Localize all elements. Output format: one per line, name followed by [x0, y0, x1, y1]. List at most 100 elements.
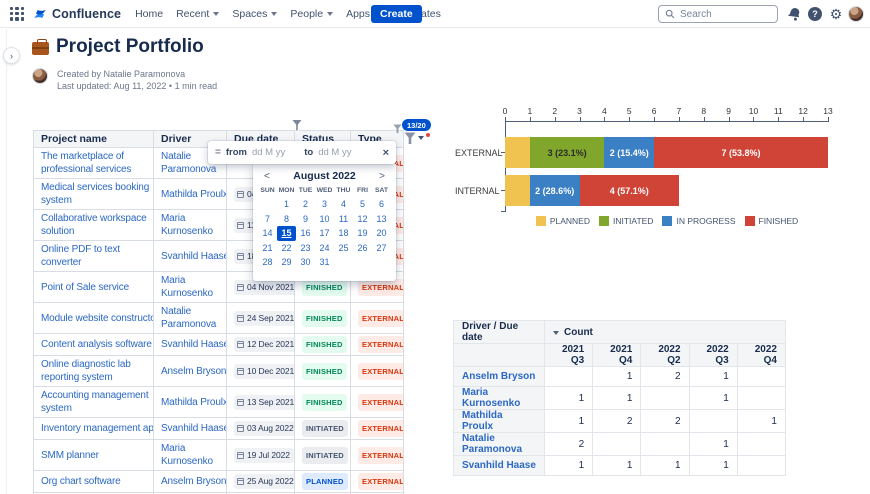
- confluence-logo[interactable]: Confluence: [33, 7, 121, 21]
- app-switcher-icon[interactable]: [10, 7, 24, 21]
- due-date-text: 10 Dec 2021: [247, 365, 294, 378]
- pivot-driver-link[interactable]: Anselm Bryson: [462, 371, 535, 382]
- table-corner-filter-funnel-icon[interactable]: [393, 124, 402, 134]
- user-avatar[interactable]: [848, 6, 864, 22]
- project-link[interactable]: Org chart software: [41, 475, 121, 488]
- project-link[interactable]: Point of Sale service: [41, 281, 129, 294]
- calendar-date[interactable]: 26: [353, 241, 372, 256]
- project-link[interactable]: Content analysis software: [41, 338, 152, 351]
- project-link[interactable]: Accounting management system: [41, 389, 148, 415]
- status-column-filter-funnel-icon[interactable]: [291, 119, 303, 132]
- pivot-count-cell: 1: [689, 456, 737, 476]
- calendar-date[interactable]: 18: [334, 226, 353, 241]
- calendar-date[interactable]: 21: [258, 241, 277, 256]
- calendar-date[interactable]: 22: [277, 241, 296, 256]
- filter-funnel-icon: [404, 132, 416, 145]
- filtered-rows-count-badge: 13/20: [402, 119, 431, 131]
- calendar-date[interactable]: 7: [258, 212, 277, 227]
- calendar-next-button[interactable]: >: [379, 171, 385, 182]
- calendar-prev-button[interactable]: <: [264, 171, 270, 182]
- driver-link[interactable]: Natalie Paramonova: [161, 305, 216, 331]
- calendar-date[interactable]: 15: [277, 226, 296, 241]
- nav-item-label: Recent: [176, 8, 209, 20]
- calendar-date[interactable]: 2: [296, 197, 315, 212]
- calendar-date[interactable]: 5: [353, 197, 372, 212]
- project-link[interactable]: Inventory management app: [41, 422, 154, 435]
- filter-operator[interactable]: =: [215, 147, 221, 158]
- pivot-count-cell: 2: [593, 410, 641, 433]
- driver-link[interactable]: Svanhild Haase: [161, 338, 227, 351]
- project-link[interactable]: Collaborative workspace solution: [41, 212, 147, 238]
- search-input[interactable]: [680, 9, 760, 20]
- calendar-date[interactable]: 11: [334, 212, 353, 227]
- table-filter-control[interactable]: [404, 132, 430, 145]
- project-link[interactable]: Online diagnostic lab reporting system: [41, 358, 131, 384]
- calendar-date[interactable]: 8: [277, 212, 296, 227]
- calendar-date[interactable]: 20: [372, 226, 391, 241]
- calendar-date[interactable]: 24: [315, 241, 334, 256]
- driver-link[interactable]: Anselm Bryson: [161, 365, 226, 378]
- calendar-date[interactable]: 17: [315, 226, 334, 241]
- pivot-driver-link[interactable]: Mathilda Proulx: [462, 410, 503, 432]
- calendar-date[interactable]: 4: [334, 197, 353, 212]
- calendar-date[interactable]: 25: [334, 241, 353, 256]
- driver-link[interactable]: Maria Kurnosenko: [161, 274, 213, 300]
- calendar-date[interactable]: 23: [296, 241, 315, 256]
- pivot-count-cell: 2: [641, 367, 689, 387]
- calendar-date[interactable]: 1: [277, 197, 296, 212]
- nav-item-home[interactable]: Home: [135, 8, 163, 20]
- project-link[interactable]: SMM planner: [41, 449, 99, 462]
- pivot-count-header[interactable]: Count: [545, 321, 786, 344]
- driver-link[interactable]: Anselm Bryson: [161, 475, 226, 488]
- project-name-cell: Content analysis software: [34, 334, 154, 356]
- create-button[interactable]: Create: [371, 5, 422, 23]
- to-label: to: [304, 147, 313, 158]
- calendar-date[interactable]: 12: [353, 212, 372, 227]
- nav-item-people[interactable]: People: [290, 8, 333, 20]
- col-header-project-name[interactable]: Project name: [34, 131, 154, 148]
- nav-item-spaces[interactable]: Spaces: [232, 8, 277, 20]
- calendar-date[interactable]: 29: [277, 255, 296, 270]
- chart-tick-label: 2: [547, 106, 563, 116]
- to-date-input[interactable]: dd M yy: [318, 147, 351, 158]
- author-avatar[interactable]: [32, 68, 48, 84]
- notifications-bell-icon[interactable]: [786, 6, 802, 22]
- nav-item-recent[interactable]: Recent: [176, 8, 219, 20]
- calendar-date[interactable]: 9: [296, 212, 315, 227]
- project-link[interactable]: Module website constructor: [41, 312, 154, 325]
- calendar-date[interactable]: 28: [258, 255, 277, 270]
- pivot-driver-link[interactable]: Svanhild Haase: [462, 460, 536, 471]
- calendar-date[interactable]: 6: [372, 197, 391, 212]
- calendar-date[interactable]: 31: [315, 255, 334, 270]
- close-icon[interactable]: ×: [383, 147, 389, 159]
- project-link[interactable]: The marketplace of professional services: [41, 150, 131, 176]
- calendar-date[interactable]: 10: [315, 212, 334, 227]
- calendar-icon: [237, 253, 244, 260]
- calendar-date[interactable]: 14: [258, 226, 277, 241]
- calendar-date[interactable]: 30: [296, 255, 315, 270]
- from-date-input[interactable]: dd M yy: [252, 147, 285, 158]
- driver-link[interactable]: Svanhild Haase: [161, 250, 227, 263]
- project-link[interactable]: Medical services booking system: [41, 181, 149, 207]
- help-icon[interactable]: ?: [807, 6, 823, 22]
- calendar-date[interactable]: 27: [372, 241, 391, 256]
- project-link[interactable]: Online PDF to text converter: [41, 243, 120, 269]
- driver-link[interactable]: Mathilda Proulx: [161, 188, 227, 201]
- settings-gear-icon[interactable]: ⚙: [828, 6, 844, 22]
- search-box[interactable]: [658, 5, 778, 23]
- due-date-chip: 13 Sep 2021: [234, 395, 295, 410]
- pivot-driver-link[interactable]: Maria Kurnosenko: [462, 387, 520, 409]
- calendar-date[interactable]: 3: [315, 197, 334, 212]
- pivot-driver-link[interactable]: Natalie Paramonova: [462, 433, 522, 455]
- type-badge: EXTERNAL: [358, 279, 404, 296]
- driver-link[interactable]: Svanhild Haase: [161, 422, 227, 435]
- type-badge: EXTERNAL: [358, 447, 404, 464]
- driver-link[interactable]: Maria Kurnosenko: [161, 212, 213, 238]
- driver-link[interactable]: Maria Kurnosenko: [161, 442, 213, 468]
- calendar-date[interactable]: 19: [353, 226, 372, 241]
- legend-label: FINISHED: [759, 216, 799, 226]
- calendar-date[interactable]: 16: [296, 226, 315, 241]
- expand-sidebar-button[interactable]: ›: [3, 47, 20, 64]
- calendar-date[interactable]: 13: [372, 212, 391, 227]
- driver-link[interactable]: Mathilda Proulx: [161, 396, 227, 409]
